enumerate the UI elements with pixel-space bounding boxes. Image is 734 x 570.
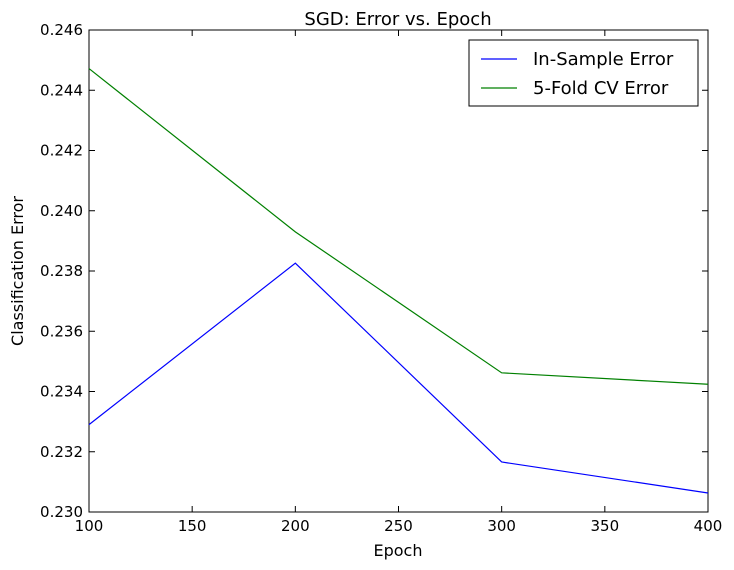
y-axis-label: Classification Error bbox=[8, 196, 27, 346]
legend: In-Sample Error 5-Fold CV Error bbox=[468, 39, 699, 107]
legend-label-2: 5-Fold CV Error bbox=[533, 78, 669, 99]
y-tick-label: 0.230 bbox=[40, 503, 83, 521]
y-tick-label: 0.246 bbox=[40, 21, 83, 39]
y-tick-label: 0.232 bbox=[40, 443, 83, 461]
x-axis-label: Epoch bbox=[374, 541, 423, 560]
plot-area: 100 150 200 250 300 350 400 0.230 0.232 0.234 0.23… bbox=[40, 21, 722, 535]
x-tick-label: 250 bbox=[384, 517, 413, 535]
x-tick-label: 400 bbox=[694, 517, 723, 535]
y-tick-label: 0.242 bbox=[40, 142, 83, 160]
legend-label-1: In-Sample Error bbox=[533, 49, 674, 70]
x-tick-label: 100 bbox=[75, 517, 104, 535]
y-tick-label: 0.244 bbox=[40, 81, 83, 99]
y-tick-label: 0.236 bbox=[40, 322, 83, 340]
y-tick-label: 0.240 bbox=[40, 202, 83, 220]
y-tick-label: 0.234 bbox=[40, 383, 83, 401]
x-tick-label: 350 bbox=[591, 517, 620, 535]
legend-box bbox=[468, 39, 699, 107]
x-tick-label: 150 bbox=[178, 517, 207, 535]
x-tick-label: 300 bbox=[487, 517, 516, 535]
series-line-1 bbox=[88, 262, 709, 494]
y-tick-label: 0.238 bbox=[40, 262, 83, 280]
x-tick-label: 200 bbox=[281, 517, 310, 535]
chart-title: SGD: Error vs. Epoch bbox=[304, 9, 491, 30]
series-line-2 bbox=[88, 68, 709, 385]
